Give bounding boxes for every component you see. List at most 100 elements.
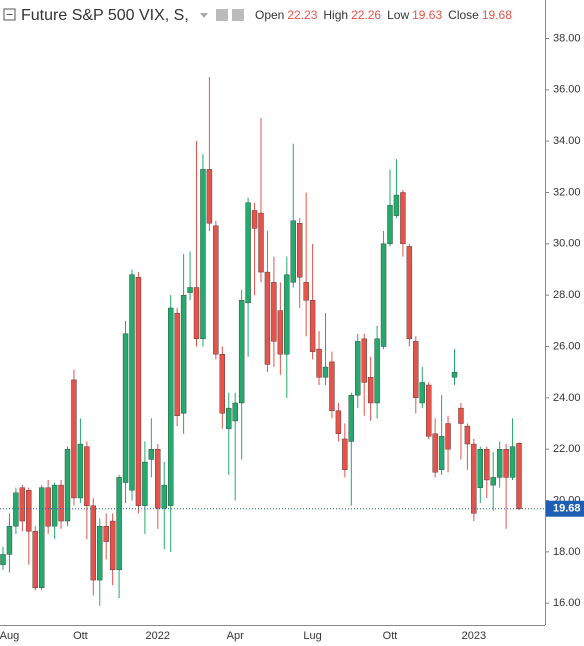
candle-body (335, 410, 342, 434)
candle-body (64, 448, 71, 522)
x-tick-label: 2022 (146, 630, 170, 642)
candle-body (458, 407, 464, 424)
candle-body (187, 287, 193, 293)
candle-body (129, 274, 135, 491)
ohlc-legend: Open 22.23 High 22.26 Low 19.63 Close 19.68 (255, 8, 512, 22)
price-label: 19.68 (553, 503, 581, 515)
x-tick-label: Ott (73, 630, 88, 642)
ohlc-label: Low (387, 8, 409, 22)
candle-body (213, 225, 219, 355)
chart-title: Future S&P 500 VIX, S, (21, 7, 189, 24)
candle-body (103, 525, 109, 542)
candle-body (490, 477, 496, 486)
candle-body (6, 525, 13, 555)
candle-body (39, 487, 45, 588)
candle-body (122, 333, 129, 483)
settings-icon[interactable] (232, 9, 244, 21)
ohlc-label: Open (255, 8, 284, 22)
candle-body (200, 169, 206, 340)
candle-body (374, 338, 380, 404)
candle-body (316, 348, 322, 378)
candle-body (496, 448, 503, 478)
x-tick-label: Lug (303, 630, 321, 642)
candle-body (309, 300, 316, 352)
candle-body (432, 433, 438, 473)
ohlc-value: 22.23 (287, 8, 317, 22)
ohlc-label: Close (448, 8, 479, 22)
price-label-box (546, 500, 584, 517)
candle-body (51, 484, 58, 527)
candle-body (264, 271, 271, 365)
x-tick-label: Ott (383, 630, 398, 642)
candle-body (438, 436, 445, 470)
dropdown-arrow[interactable] (200, 13, 208, 18)
candle-body (32, 531, 38, 588)
candle-body (503, 448, 509, 478)
y-tick-label: 18.00 (553, 546, 581, 558)
candle-body (471, 443, 477, 514)
y-tick-label: 28.00 (553, 289, 581, 301)
candle-body (71, 379, 77, 499)
candle-body (380, 243, 387, 347)
candle-body (387, 205, 393, 245)
candle-body (226, 407, 232, 429)
candle-body (406, 246, 413, 340)
ohlc-value: 19.68 (482, 8, 512, 22)
candle-body (284, 274, 290, 355)
candle-body (90, 505, 97, 581)
candle-body (516, 443, 522, 509)
y-tick-label: 16.00 (553, 597, 581, 609)
candle-body (419, 382, 425, 404)
candle-body (97, 525, 103, 581)
candle-body (45, 487, 51, 527)
candle-body (297, 223, 303, 278)
candle-body (290, 220, 296, 283)
y-tick-label: 32.00 (553, 186, 581, 198)
candle-body (180, 294, 187, 414)
candle-body (484, 448, 490, 481)
candle-body (26, 490, 32, 532)
candle-body (232, 402, 238, 422)
ohlc-value: 19.63 (412, 8, 442, 22)
candle-body (413, 341, 419, 399)
x-tick-label: Apr (227, 630, 244, 642)
x-tick-label: 2023 (462, 630, 486, 642)
y-tick-label: 24.00 (553, 392, 581, 404)
candle-body (13, 492, 19, 527)
candle-body (251, 210, 258, 229)
candle-body (303, 282, 309, 301)
collapse-icon[interactable] (3, 8, 16, 21)
visibility-icon[interactable] (216, 9, 228, 21)
candle-body (245, 202, 251, 304)
candle-body (148, 448, 155, 460)
candle-body (19, 487, 26, 522)
candle-body (84, 446, 90, 506)
candle-body (238, 300, 245, 404)
candle-body (322, 366, 329, 378)
candle-body (367, 377, 374, 404)
candle-body (509, 446, 516, 478)
candle-body (271, 282, 277, 342)
candle-body (426, 384, 432, 437)
candle-body (277, 310, 284, 355)
candle-body (161, 484, 167, 509)
candle-body (142, 461, 148, 506)
candle-body (329, 361, 335, 411)
candle-body (400, 192, 406, 245)
candle-body (348, 395, 354, 442)
candle-body (445, 423, 451, 450)
candle-body (258, 212, 264, 273)
candle-body (109, 520, 116, 571)
y-tick-label: 36.00 (553, 84, 581, 96)
y-tick-label: 38.00 (553, 32, 581, 44)
candle-body (206, 169, 213, 224)
candle-body (342, 438, 348, 470)
candle-body (355, 341, 361, 396)
candle-body (193, 287, 200, 340)
candle-body (77, 443, 84, 499)
candle-body (135, 277, 142, 506)
candle-body (155, 448, 161, 509)
